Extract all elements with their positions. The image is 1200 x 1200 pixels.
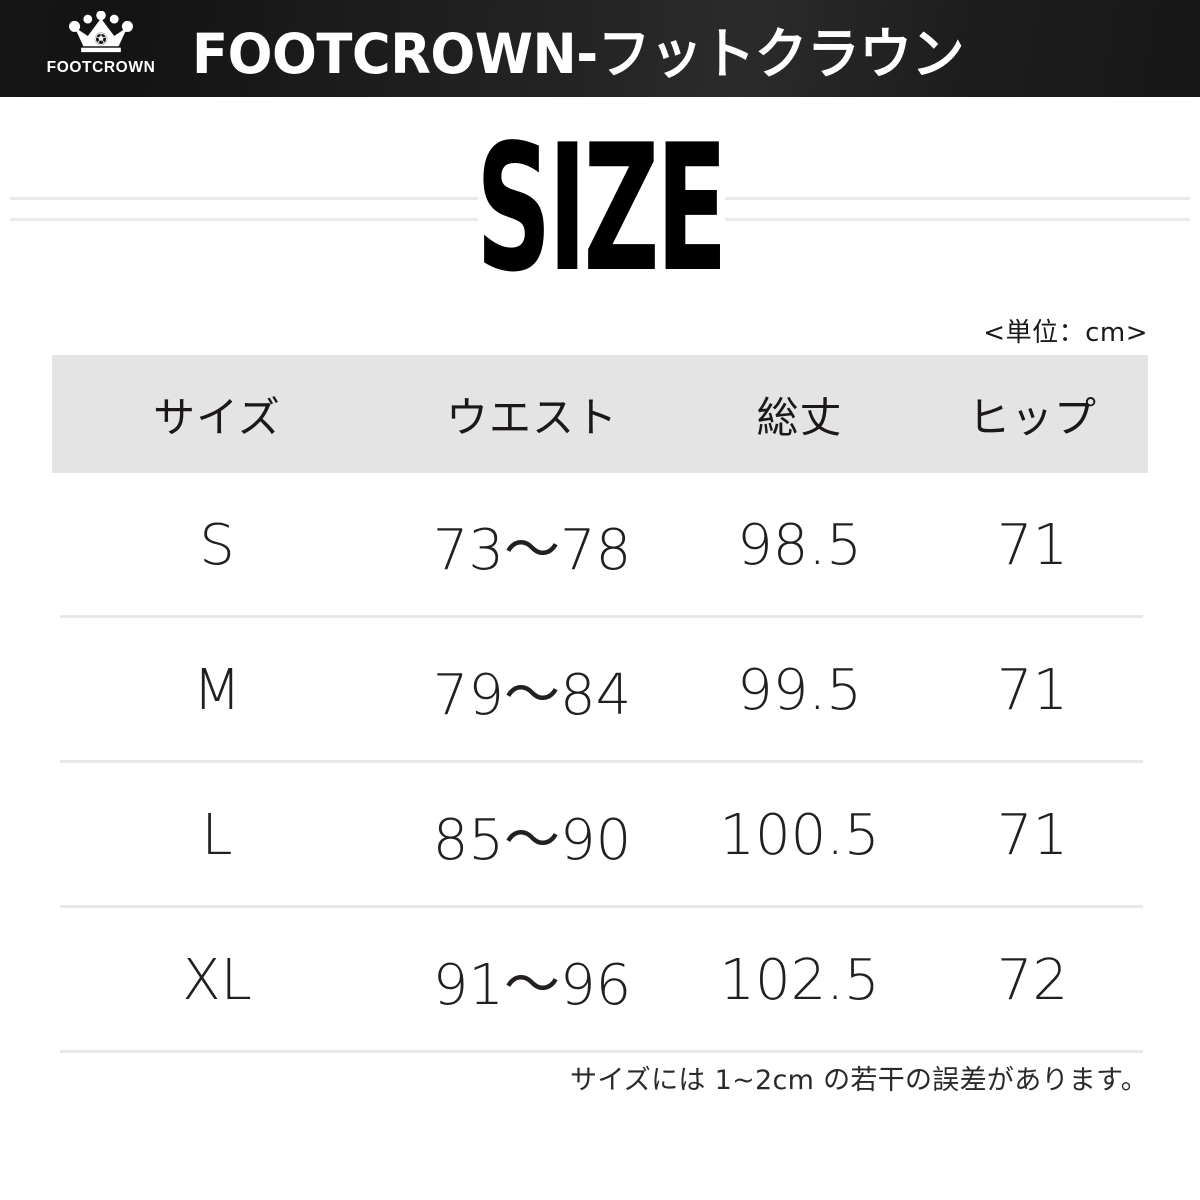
- size-title-block: SIZE: [0, 108, 1200, 311]
- page-title: FOOTCROWN-フットクラウン: [192, 21, 964, 86]
- size-table: サイズ ウエスト 総丈 ヒップ S 73〜78 98.5 71 M 79〜84 …: [52, 355, 1148, 1053]
- column-header-waist: ウエスト: [445, 392, 618, 442]
- column-header-hip: ヒップ: [967, 392, 1097, 442]
- decorative-rule-left-bottom: [10, 218, 478, 221]
- decorative-rule-right-bottom: [725, 218, 1190, 221]
- brand-wordmark: FOOTCROWN: [46, 59, 156, 76]
- footnote-text: サイズには 1~2cm の若干の誤差があります。: [570, 1065, 1148, 1096]
- column-header-length: 総丈: [756, 392, 843, 442]
- cell-hip: 71: [996, 803, 1069, 868]
- decorative-rule-left-top: [10, 197, 478, 200]
- cell-length: 99.5: [737, 658, 862, 723]
- table-row: M 79〜84 99.5 71: [52, 618, 1148, 763]
- cell-waist: 79〜84: [432, 663, 632, 728]
- column-header-size: サイズ: [153, 392, 281, 442]
- table-header-row: サイズ ウエスト 総丈 ヒップ: [52, 355, 1148, 473]
- header-bar: FOOTCROWN FOOTCROWN-フットクラウン: [0, 0, 1200, 97]
- cell-size: XL: [182, 948, 252, 1013]
- cell-length: 98.5: [737, 513, 862, 578]
- table-row: S 73〜78 98.5 71: [52, 473, 1148, 618]
- cell-waist: 73〜78: [432, 518, 632, 583]
- cell-size: L: [201, 803, 233, 868]
- cell-waist: 91〜96: [432, 953, 632, 1018]
- cell-size: M: [192, 658, 242, 723]
- crown-icon: [64, 11, 138, 58]
- unit-note: <単位：cm>: [983, 318, 1148, 348]
- cell-length: 102.5: [719, 948, 880, 1013]
- cell-hip: 72: [996, 948, 1069, 1013]
- cell-size: S: [199, 513, 235, 578]
- cell-hip: 71: [996, 513, 1069, 578]
- table-row: XL 91〜96 102.5 72: [52, 908, 1148, 1053]
- cell-length: 100.5: [719, 803, 880, 868]
- cell-hip: 71: [996, 658, 1069, 723]
- table-row: L 85〜90 100.5 71: [52, 763, 1148, 908]
- decorative-rule-right-top: [725, 197, 1190, 200]
- cell-waist: 85〜90: [432, 808, 632, 873]
- section-heading: SIZE: [475, 108, 728, 311]
- brand-logo: FOOTCROWN: [42, 11, 160, 85]
